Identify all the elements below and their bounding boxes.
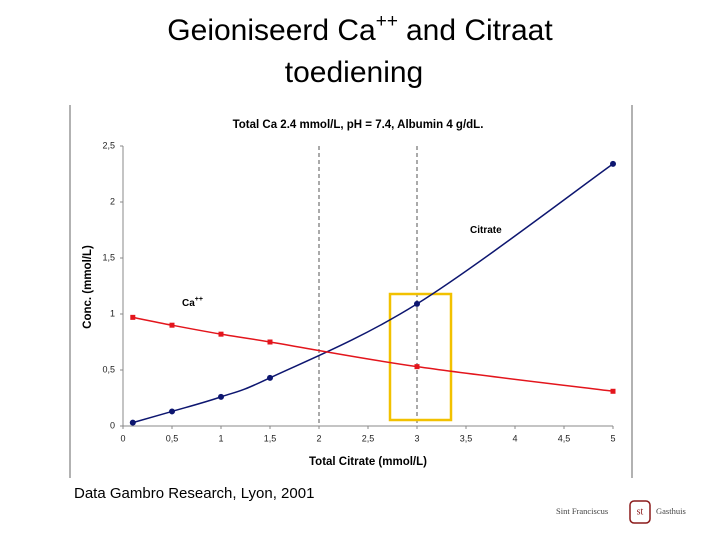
y-tick-label: 2: [110, 196, 115, 206]
x-tick-label: 5: [610, 433, 615, 443]
series-name: Citrate: [470, 225, 502, 236]
series-label: Citrate: [470, 225, 502, 236]
y-tick-label: 0,5: [102, 364, 115, 374]
series-name-sup: ++: [195, 296, 203, 303]
logo-text: st: [637, 506, 644, 517]
y-tick-label: 0: [110, 420, 115, 430]
x-tick-label: 2: [316, 433, 321, 443]
title-part: Geioniseerd Ca: [167, 14, 376, 47]
marker: [169, 322, 175, 328]
highlight-box: [388, 292, 453, 422]
series-line: [132, 163, 614, 424]
marker: [218, 331, 224, 337]
x-tick-label: 2,5: [362, 433, 375, 443]
x-tick-label: 3: [414, 433, 419, 443]
title-sup: ++: [376, 11, 398, 32]
marker: [610, 160, 616, 167]
slide-title: toediening: [285, 56, 423, 89]
marker: [610, 388, 616, 394]
series-label: Ca++: [182, 296, 203, 309]
y-tick-label: 2,5: [102, 140, 115, 150]
x-tick-label: 0: [120, 433, 125, 443]
marker: [169, 408, 175, 415]
marker: [267, 374, 273, 381]
x-tick-label: 0,5: [166, 433, 179, 443]
marker: [130, 314, 136, 320]
x-tick-label: 3,5: [460, 433, 473, 443]
y-tick-label: 1,5: [102, 252, 115, 262]
logo-text: Gasthuis: [656, 506, 686, 516]
marker: [129, 419, 136, 426]
marker: [414, 364, 420, 370]
series-name: Ca: [182, 298, 195, 309]
logo-badge: [629, 500, 651, 524]
title-part: and Citraat: [406, 14, 553, 47]
x-tick-label: 4,5: [558, 433, 571, 443]
x-axis-label: Total Citrate (mmol/L): [309, 456, 427, 468]
y-tick-label: 1: [110, 308, 115, 318]
footer: Data Gambro Research, Lyon, 2001: [74, 485, 314, 502]
x-tick-label: 1: [218, 433, 223, 443]
slide-title: Geioniseerd Ca++ and Citraat: [167, 11, 553, 47]
marker: [414, 300, 420, 307]
marker: [267, 339, 273, 345]
logo-text: Sint Franciscus: [556, 506, 608, 516]
chart-title: Total Ca 2.4 mmol/L, pH = 7.4, Albumin 4…: [233, 119, 484, 131]
y-axis-label: Conc. (mmol/L): [82, 245, 94, 329]
x-tick-label: 1,5: [264, 433, 277, 443]
marker: [218, 393, 224, 400]
logo: Sint Franciscus st Gasthuis: [556, 500, 686, 524]
x-tick-label: 4: [512, 433, 517, 443]
